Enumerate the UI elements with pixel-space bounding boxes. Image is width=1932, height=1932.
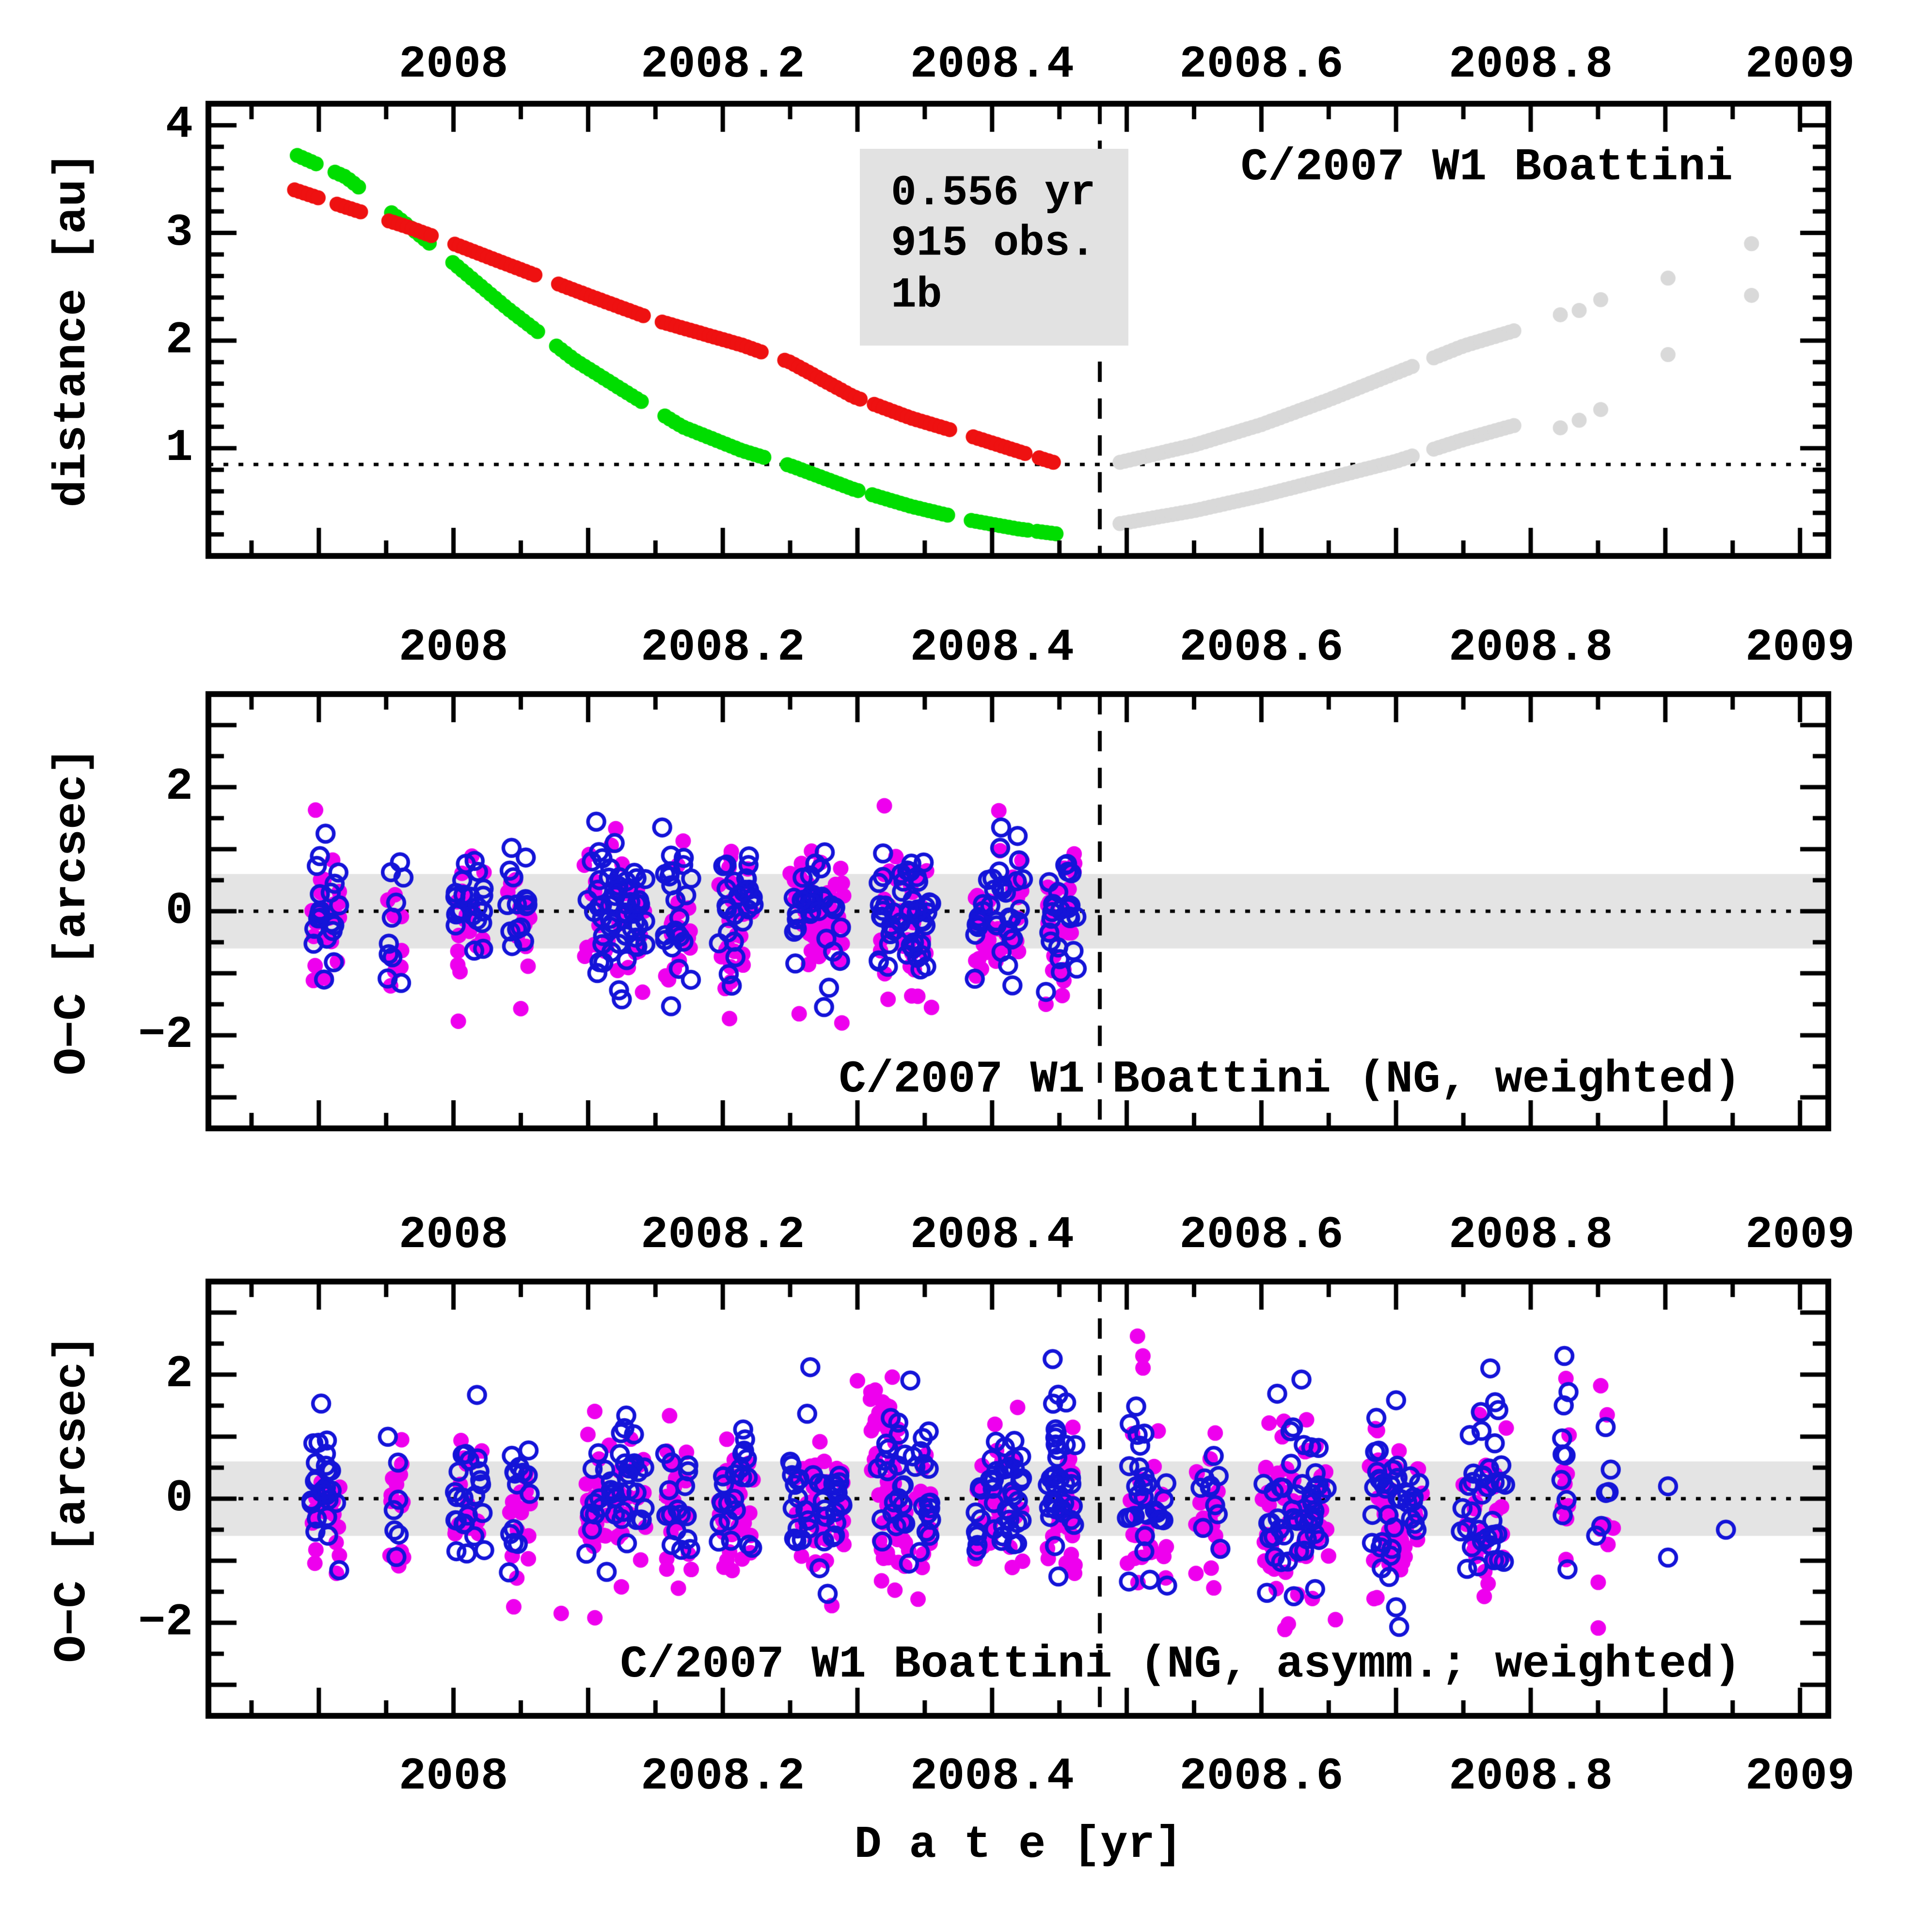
x-tick-label: 2008 (398, 39, 508, 91)
panel1-title: C/2007 W1 Boattini (1240, 142, 1733, 193)
x-axis-title: D a t e [yr] (854, 1820, 1183, 1871)
info-line-obs-count: 915 obs. (891, 220, 1096, 268)
x-tick-label: 2009 (1745, 39, 1855, 91)
y-tick-label: 0 (165, 1473, 193, 1524)
y-tick-label: −2 (138, 1010, 193, 1061)
x-tick-label: 2008.8 (1448, 39, 1613, 91)
y-tick-label: 3 (165, 207, 193, 259)
x-tick-label: 2008.2 (640, 39, 805, 91)
info-line-arc-length: 0.556 yr (891, 169, 1096, 218)
x-tick-label: 2008.6 (1179, 1751, 1344, 1803)
x-tick-label: 2008.6 (1179, 1210, 1344, 1261)
info-line-solution-id: 1b (891, 271, 942, 320)
panel1-y-axis-title: distance [au] (47, 152, 98, 507)
x-tick-label: 2009 (1745, 622, 1855, 674)
x-tick-label: 2008.4 (910, 1210, 1075, 1261)
x-tick-label: 2008.6 (1179, 39, 1344, 91)
x-tick-label: 2008.8 (1448, 1210, 1613, 1261)
panel3-y-axis-title: O−C [arcsec] (47, 1334, 98, 1663)
x-tick-label: 2008 (398, 1751, 508, 1803)
info-box: 0.556 yr 915 obs. 1b (860, 149, 1128, 346)
x-tick-label: 2009 (1745, 1751, 1855, 1803)
x-tick-label: 2008.4 (910, 622, 1075, 674)
y-tick-label: −2 (138, 1597, 193, 1648)
y-tick-label: 1 (165, 422, 193, 474)
y-tick-label: 2 (165, 761, 193, 813)
y-tick-label: 2 (165, 1349, 193, 1400)
x-tick-label: 2008.8 (1448, 622, 1613, 674)
x-tick-label: 2008.4 (910, 1751, 1075, 1803)
panel2-y-axis-title: O−C [arcsec] (47, 747, 98, 1076)
x-tick-label: 2009 (1745, 1210, 1855, 1261)
x-tick-label: 2008.2 (640, 622, 805, 674)
y-tick-label: 0 (165, 886, 193, 937)
y-tick-label: 2 (165, 315, 193, 366)
x-tick-label: 2008.4 (910, 39, 1075, 91)
x-tick-label: 2008.2 (640, 1210, 805, 1261)
panel2-caption: C/2007 W1 Boattini (NG, weighted) (839, 1054, 1741, 1106)
y-tick-label: 4 (165, 99, 193, 151)
x-tick-label: 2008 (398, 1210, 508, 1261)
x-tick-label: 2008.8 (1448, 1751, 1613, 1803)
x-tick-label: 2008 (398, 622, 508, 674)
x-tick-label: 2008.2 (640, 1751, 805, 1803)
panel3-caption: C/2007 W1 Boattini (NG, asymm.; weighted… (620, 1639, 1741, 1691)
x-tick-label: 2008.6 (1179, 622, 1344, 674)
